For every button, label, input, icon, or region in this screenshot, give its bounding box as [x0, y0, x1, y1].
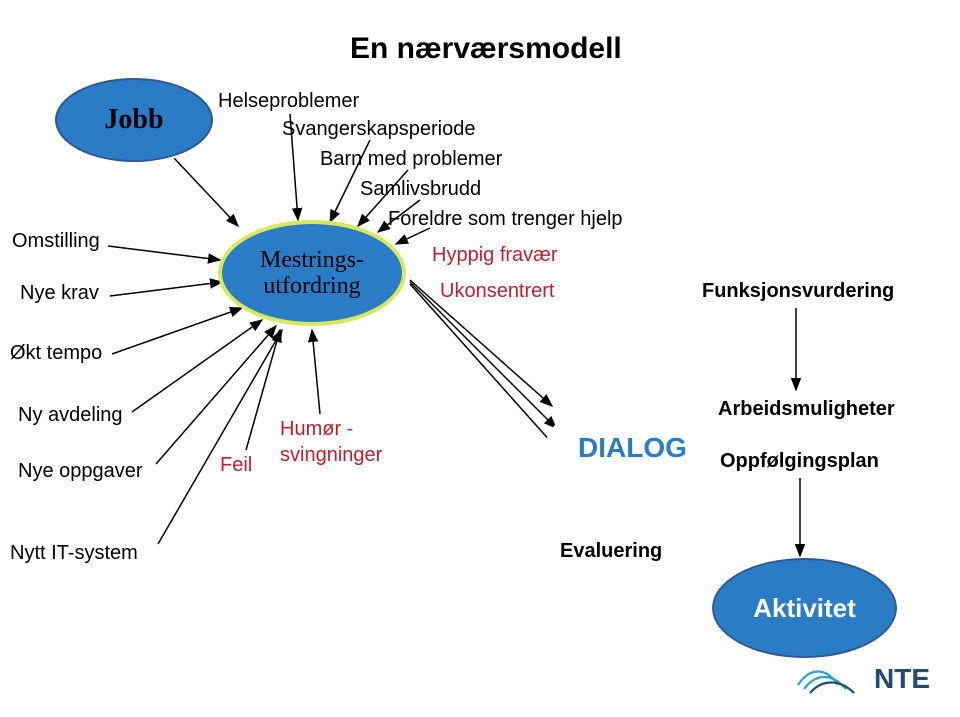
- label-funksjon: Funksjonsvurdering: [702, 280, 894, 303]
- label-omstilling: Omstilling: [12, 230, 100, 253]
- label-okttempo: Økt tempo: [10, 342, 102, 365]
- logo-text: NTE: [874, 663, 930, 695]
- arrow-8: [112, 308, 242, 354]
- label-ukonsentrert: Ukonsentrert: [440, 280, 555, 303]
- ellipse-mestring-label: Mestrings- utfordring: [260, 247, 364, 300]
- label-foreldre: Foreldre som trenger hjelp: [388, 208, 623, 231]
- label-arbeidsmuligheter: Arbeidsmuligheter: [718, 398, 895, 421]
- arrow-6: [108, 246, 220, 260]
- label-nyekrav: Nye krav: [20, 282, 99, 305]
- logo: NTE: [796, 659, 930, 699]
- label-hyppigfravaer: Hyppig fravær: [432, 244, 558, 267]
- label-humor1: Humør -: [280, 418, 353, 441]
- label-oppfolging: Oppfølgingsplan: [720, 450, 879, 473]
- ellipse-aktivitet: Aktivitet: [712, 558, 897, 658]
- arrow-10: [156, 326, 276, 464]
- label-samlivsbrudd: Samlivsbrudd: [360, 178, 481, 201]
- diagram-title: En nærværsmodell: [350, 32, 622, 66]
- label-helseproblemer: Helseproblemer: [218, 90, 359, 113]
- label-svangerskap: Svangerskapsperiode: [282, 118, 475, 141]
- arrow-16: [410, 284, 560, 452]
- logo-wave-icon: [796, 659, 866, 699]
- ellipse-mestring-line1: Mestrings-: [260, 247, 364, 273]
- arrow-11: [158, 330, 282, 544]
- ellipse-jobb-label: Jobb: [104, 105, 163, 136]
- arrow-0: [174, 158, 238, 226]
- label-evaluering: Evaluering: [560, 540, 662, 563]
- arrow-13: [312, 330, 320, 414]
- label-barnproblemer: Barn med problemer: [320, 148, 502, 171]
- ellipse-dialog-label: DIALOG: [578, 433, 687, 464]
- ellipse-aktivitet-label: Aktivitet: [753, 594, 856, 623]
- arrow-12: [246, 330, 280, 450]
- label-nyeoppgaver: Nye oppgaver: [18, 460, 143, 483]
- arrow-7: [110, 282, 222, 296]
- ellipse-jobb: Jobb: [55, 78, 213, 162]
- label-nyavdeling: Ny avdeling: [18, 404, 123, 427]
- ellipse-mestring-line2: utfordring: [263, 273, 360, 299]
- arrow-9: [132, 320, 262, 412]
- label-nyttit: Nytt IT-system: [10, 542, 138, 565]
- label-humor2: svingninger: [280, 444, 382, 467]
- diagram-stage: En nærværsmodell Jobb Mestrings- utfordr…: [0, 0, 960, 717]
- label-feil: Feil: [220, 454, 252, 477]
- arrow-15: [410, 282, 556, 428]
- ellipse-dialog: DIALOG: [545, 398, 720, 498]
- ellipse-mestring: Mestrings- utfordring: [218, 220, 406, 326]
